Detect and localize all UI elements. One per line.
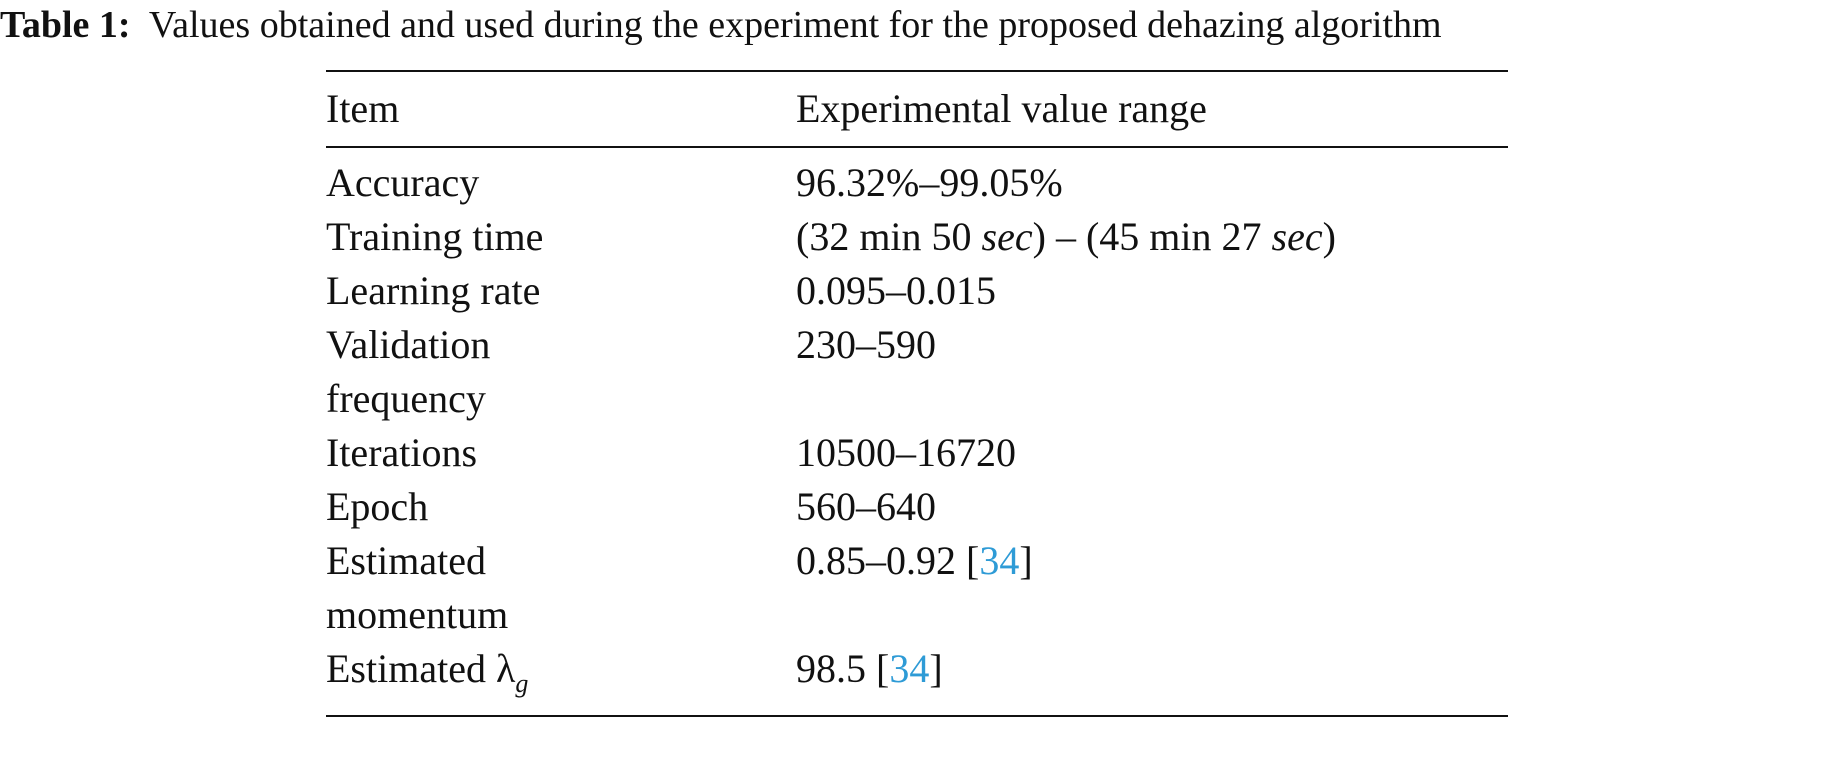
table-caption: Table 1: Values obtained and used during… — [0, 0, 1839, 50]
table-row: Estimated λg 98.5 [34] — [326, 642, 1508, 711]
row-item: Training time — [326, 214, 544, 259]
row-item: Epoch — [326, 484, 429, 529]
citation-link[interactable]: 34 — [979, 538, 1020, 583]
row-item: Accuracy — [326, 160, 480, 205]
table-row: Accuracy 96.32%–99.05% — [326, 148, 1508, 210]
caption-label: Table 1: — [0, 4, 131, 46]
header-item: Item — [326, 86, 400, 131]
row-value: (32 min 50 sec) – (45 min 27 sec) — [796, 214, 1336, 259]
table-row: Learning rate 0.095–0.015 — [326, 264, 1508, 318]
table-row: Validation frequency 230–590 — [326, 318, 1508, 426]
table-row: Epoch 560–640 — [326, 480, 1508, 534]
top-rule — [326, 70, 1508, 72]
row-item: Learning rate — [326, 268, 541, 313]
header-value-range: Experimental value range — [796, 86, 1207, 131]
header-rule — [326, 146, 1508, 148]
citation-link[interactable]: 34 — [889, 646, 930, 691]
header-row: Item Experimental value range — [326, 72, 1508, 146]
table-body: Item Experimental value range Accuracy 9… — [326, 72, 1508, 711]
row-item: Estimated momentum — [326, 538, 509, 637]
row-value: 0.85–0.92 [34] — [796, 538, 1033, 583]
row-item: Validation frequency — [326, 322, 491, 421]
table-row: Estimated momentum 0.85–0.92 [34] — [326, 534, 1508, 642]
row-value: 0.095–0.015 — [796, 268, 996, 313]
caption-text: Values obtained and used during the expe… — [148, 4, 1442, 46]
row-value: 230–590 — [796, 322, 936, 367]
table-row: Training time (32 min 50 sec) – (45 min … — [326, 210, 1508, 264]
bottom-rule — [326, 715, 1508, 717]
row-value: 98.5 [34] — [796, 646, 943, 691]
parameter-table: Item Experimental value range Accuracy 9… — [326, 70, 1508, 717]
table-row: Iterations 10500–16720 — [326, 426, 1508, 480]
row-item: Iterations — [326, 430, 478, 475]
row-value: 10500–16720 — [796, 430, 1016, 475]
row-value: 96.32%–99.05% — [796, 160, 1063, 205]
row-value: 560–640 — [796, 484, 936, 529]
row-item: Estimated λg — [326, 646, 529, 698]
